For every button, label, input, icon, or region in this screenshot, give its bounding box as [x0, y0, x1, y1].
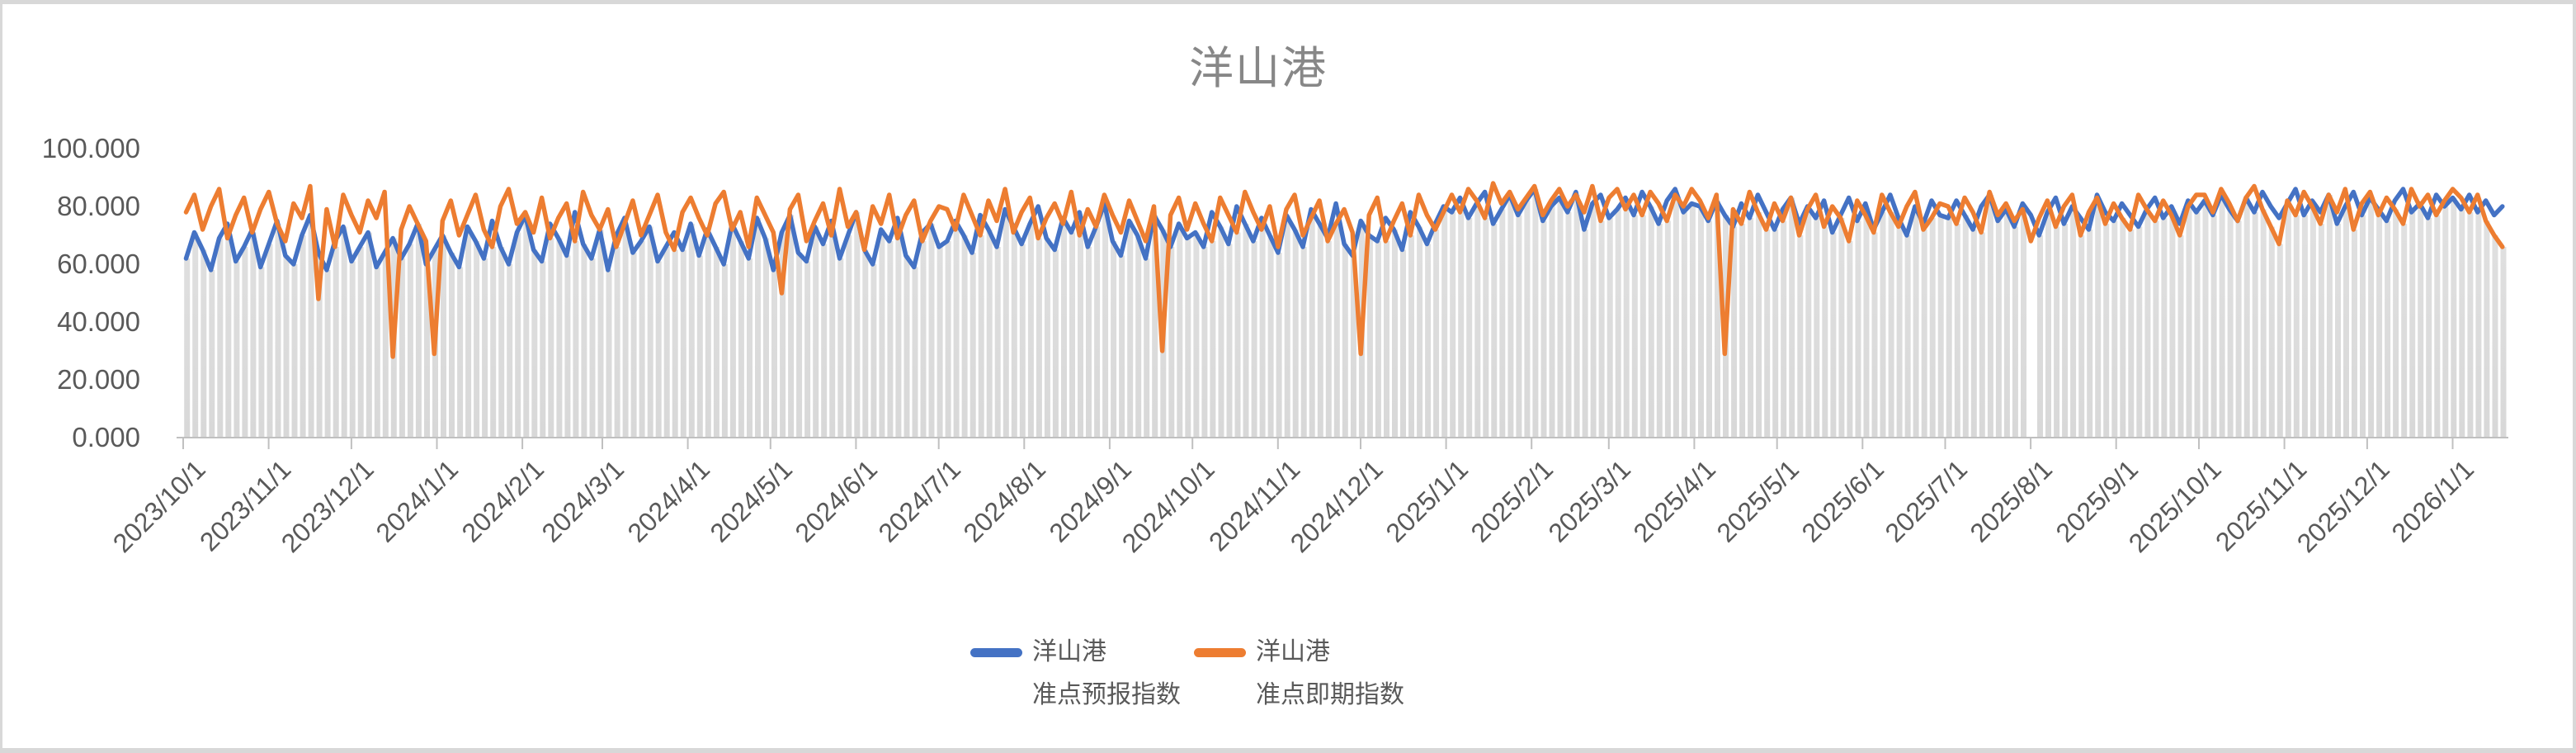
legend-spot-label-line2: 准点即期指数	[1256, 681, 1404, 708]
legend-spot-label-line1: 洋山港	[1256, 638, 1330, 665]
window-edge-right	[2573, 0, 2576, 753]
legend-item-spot[interactable]: 洋山港 准点即期指数	[1194, 631, 1404, 717]
background-bars	[184, 189, 2507, 438]
legend-swatch-forecast-line	[970, 648, 1022, 657]
legend-forecast-label-line1: 洋山港	[1032, 638, 1106, 665]
spot-index-line	[183, 181, 2505, 359]
x-axis-line	[177, 437, 2508, 449]
y-tick-label: 100.000	[41, 133, 140, 163]
window-edge-left	[0, 0, 2, 753]
y-tick-label: 40.000	[57, 306, 140, 337]
legend: 洋山港 准点预报指数 洋山港 准点即期指数	[970, 631, 1404, 717]
y-tick-label: 60.000	[57, 249, 140, 279]
legend-item-forecast[interactable]: 洋山港 准点预报指数	[970, 631, 1181, 717]
legend-forecast-label-line2: 准点预报指数	[1032, 681, 1181, 708]
window-edge-bottom	[0, 748, 2576, 753]
window-edge-top	[0, 0, 2576, 4]
y-tick-label: 80.000	[57, 191, 140, 221]
y-tick-label: 20.000	[57, 364, 140, 395]
y-tick-label: 0.000	[72, 422, 140, 452]
legend-swatch-spot-line	[1194, 648, 1246, 657]
chart-title: 洋山港	[1189, 44, 1328, 93]
